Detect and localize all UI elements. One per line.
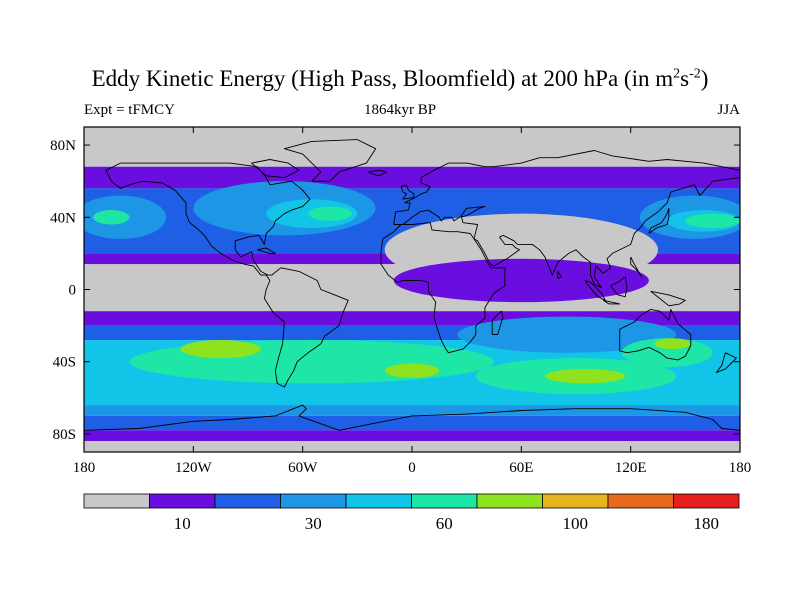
lat-label: 0 [69,283,77,299]
eke-contour-16 [0,338,57,367]
eke-contour-9 [393,258,649,303]
eke-contour-16 [621,338,713,368]
colorbar-swatch [149,493,216,509]
coastline-uk [400,184,415,200]
colorbar: 10 30 60 100 180 [83,493,740,533]
lat-label: 80S [53,427,76,443]
coastline-baffin [251,159,300,179]
coastline-new-zealand [715,352,737,374]
map-axes: 80N 40N 0 40S 80S 180 120W 60W 0 60E 120E 180 [50,127,751,476]
eke-contour-8 [0,214,2,286]
lat-label: 80N [50,138,76,154]
coastline-africa [380,222,506,354]
colorbar-swatch [673,493,740,509]
eke-contour-13 [384,363,440,378]
coastline-madagascar [491,310,504,336]
eke-contour-17 [654,338,691,350]
colorbar-label: 10 [174,514,191,533]
eke-contour-1 [749,210,785,224]
coastline-cuba [256,247,276,254]
coastline-borneo [610,276,628,298]
coastline-japan [648,207,670,234]
coastline-australia [619,308,692,361]
lon-label: 180 [729,460,752,476]
lon-label: 120E [615,460,647,476]
coastline-new-guinea [650,290,686,307]
colorbar-label: 180 [694,514,720,533]
lon-label: 0 [408,460,416,476]
season-label: JJA [717,102,740,118]
coastline-antarctica [84,404,740,431]
map-title: Eddy Kinetic Energy (High Pass, Bloomfie… [91,66,709,91]
colorbar-swatch [607,493,674,509]
colorbar-label: 60 [436,514,453,533]
coastline-sri-lanka [557,270,562,280]
colorbar-swatch [280,493,347,509]
colorbar-swatch [542,493,609,509]
colorbar-swatch [345,493,412,509]
colorbar-label: 100 [563,514,589,533]
eke-contour-11 [786,340,800,383]
coastline-greenland [283,139,377,182]
colorbar-swatch [83,493,150,509]
coastline-north-america [105,162,311,276]
lat-label: 40N [50,210,76,226]
eke-band-10 [84,430,740,442]
eke-contour-10 [0,317,20,353]
eke-band-0 [84,127,740,167]
eke-contour-7 [685,213,740,229]
eke-contour-15 [545,368,626,384]
eke-contour-1 [93,210,130,225]
coastline-philippines [630,256,643,278]
eke-field [0,127,800,452]
colorbar-swatch [411,493,478,509]
coastlines [84,139,740,431]
coastline-java [603,299,621,305]
eke-band-9 [84,415,740,431]
lon-label: 60W [288,460,318,476]
time-label: 1864kyr BP [363,102,437,118]
eke-contour-14 [0,358,20,394]
coastline-south-america [263,267,349,388]
lon-label: 60E [509,460,533,476]
colorbar-label: 30 [305,514,322,533]
lon-label: 120W [175,460,213,476]
lon-label: 180 [73,460,96,476]
eke-band-8 [84,405,740,416]
coastline-eurasia [393,150,740,289]
eke-contour-12 [180,340,261,359]
eke-contour-17 [0,338,35,349]
colorbar-swatch [214,493,281,509]
eke-contour-0 [730,204,740,231]
eke-contour-4 [308,206,352,221]
eke-contour-10 [457,316,677,353]
experiment-label: Expt = tFMCY [84,102,175,118]
eke-contour-5 [84,205,94,230]
lat-label: 40S [53,355,76,371]
coastline-iceland [368,169,387,177]
eke-band-1 [84,166,740,189]
colorbar-swatch [476,493,543,509]
